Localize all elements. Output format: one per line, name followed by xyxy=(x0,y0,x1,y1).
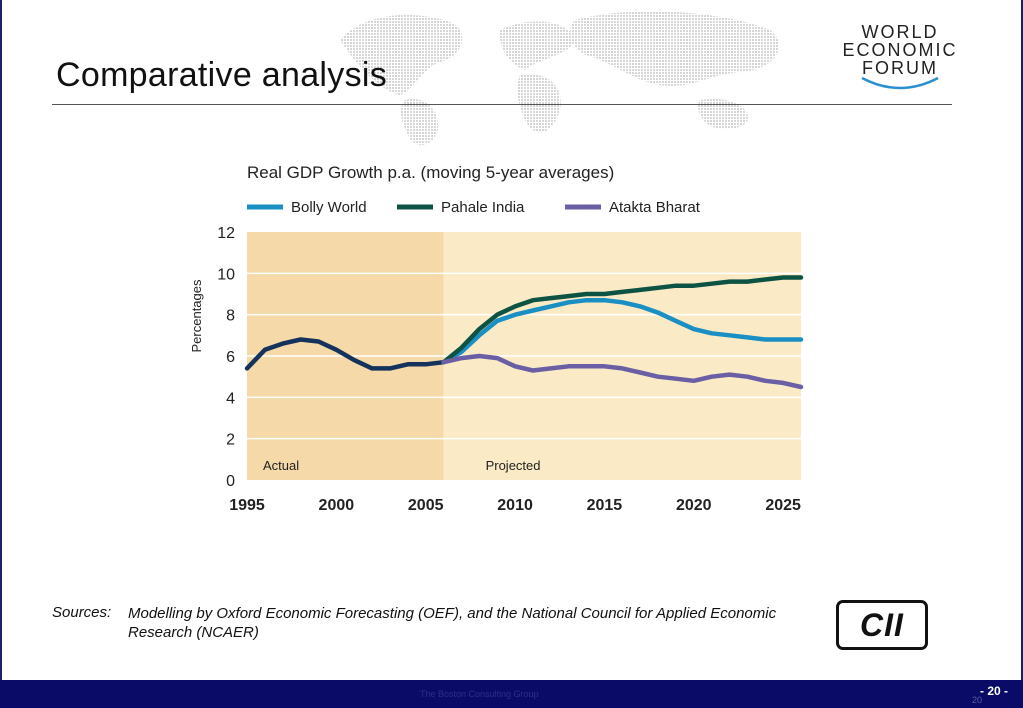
series-line-historical xyxy=(244,337,446,371)
page-number: - 20 - xyxy=(980,684,1009,698)
logo-line-world: WORLD xyxy=(861,22,939,42)
legend-label-atakta-bharat: Atakta Bharat xyxy=(609,199,701,216)
title-divider xyxy=(52,104,952,105)
x-tick-label-2025: 2025 xyxy=(765,497,801,514)
series-line-pahale-india xyxy=(441,275,804,365)
plot-area: Actual Projected 0 2 4 6 8 10 12 1995 2000 2005 2010… xyxy=(217,225,804,514)
legend-label-bolly-world: Bolly World xyxy=(291,199,367,216)
x-tick-label-2015: 2015 xyxy=(587,497,623,514)
sources-text: Modelling by Oxford Economic Forecasting… xyxy=(128,605,777,641)
chart-title: Real GDP Growth p.a. (moving 5-year aver… xyxy=(247,163,614,182)
slide-frame-left xyxy=(0,0,2,680)
x-tick-label-2005: 2005 xyxy=(408,497,444,514)
x-tick-label-1995: 1995 xyxy=(229,497,265,514)
x-tick-label-2000: 2000 xyxy=(319,497,355,514)
sources-label: Sources: xyxy=(52,604,112,621)
y-tick-label-6: 6 xyxy=(226,349,235,366)
y-tick-label-2: 2 xyxy=(226,432,235,449)
logo-line-forum: FORUM xyxy=(862,58,938,78)
y-tick-label-0: 0 xyxy=(226,473,235,490)
footer-note: The Boston Consulting Group xyxy=(420,689,539,699)
y-tick-label-8: 8 xyxy=(226,308,235,325)
cii-logo: CII xyxy=(836,600,928,650)
gdp-growth-chart: Real GDP Growth p.a. (moving 5-year aver… xyxy=(165,148,815,528)
y-tick-label-4: 4 xyxy=(226,390,235,407)
cii-logo-text: CII xyxy=(860,606,904,643)
x-tick-label-2020: 2020 xyxy=(676,497,712,514)
world-economic-forum-logo: WORLD ECONOMIC FORUM xyxy=(836,20,964,98)
logo-arc-icon xyxy=(861,76,939,90)
series-line-bolly-world xyxy=(441,297,804,365)
x-tick-label-2010: 2010 xyxy=(497,497,533,514)
region-label-actual: Actual xyxy=(263,458,299,473)
y-axis-label: Percentages xyxy=(189,279,204,352)
footer-bar xyxy=(0,680,1023,708)
chart-legend: Bolly World Pahale India Atakta Bharat xyxy=(247,199,701,216)
world-map-watermark xyxy=(340,11,779,146)
region-label-projected: Projected xyxy=(486,458,541,473)
legend-label-pahale-india: Pahale India xyxy=(441,199,525,216)
y-tick-label-10: 10 xyxy=(217,266,235,283)
logo-line-economic: ECONOMIC xyxy=(842,40,958,60)
y-tick-label-12: 12 xyxy=(217,225,235,242)
page-number-sub: 20 xyxy=(972,695,983,705)
slide-frame-right xyxy=(1021,0,1023,680)
series-line-atakta-bharat xyxy=(441,353,804,390)
slide-title: Comparative analysis xyxy=(56,56,388,94)
